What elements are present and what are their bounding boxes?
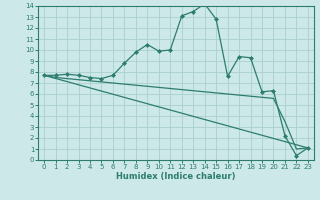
X-axis label: Humidex (Indice chaleur): Humidex (Indice chaleur) [116,172,236,181]
